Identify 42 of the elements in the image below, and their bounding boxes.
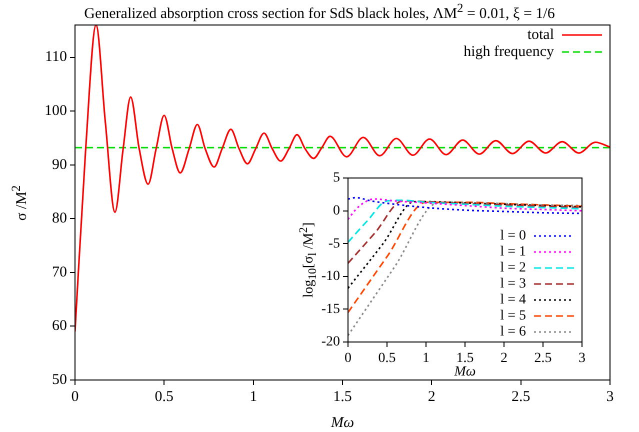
x-tick-label: 3 xyxy=(606,388,614,405)
x-axis-title: Mω xyxy=(453,364,476,380)
y-tick-label: 110 xyxy=(45,49,67,66)
x-tick-label: 1 xyxy=(250,388,258,405)
x-tick-label: 3 xyxy=(578,351,586,366)
y-tick-label: 70 xyxy=(52,264,67,280)
y-tick-label: 100 xyxy=(44,103,67,119)
x-tick-label: 0 xyxy=(71,388,79,405)
legend-label: l = 2 xyxy=(500,260,526,276)
x-tick-label: 1 xyxy=(422,351,430,366)
x-tick-label: 0.5 xyxy=(378,351,396,366)
y-tick-label: 0 xyxy=(333,203,340,218)
legend-label: l = 5 xyxy=(500,308,526,324)
line-series xyxy=(348,196,582,214)
line-series xyxy=(348,201,582,336)
x-tick-label: 1.5 xyxy=(333,388,352,405)
x-axis-title: Mω xyxy=(330,414,354,431)
x-tick-label: 2 xyxy=(428,388,436,405)
y-tick-label: -20 xyxy=(321,334,340,350)
legend-label: l = 4 xyxy=(500,292,526,308)
x-tick-label: 0 xyxy=(344,351,352,366)
legend-label: l = 3 xyxy=(500,276,526,292)
y-tick-label: 60 xyxy=(52,318,67,334)
legend-label: l = 0 xyxy=(500,228,526,244)
legend-label: l = 1 xyxy=(500,244,526,260)
legend-label: high frequency xyxy=(464,44,554,60)
y-tick-label: 50 xyxy=(52,372,67,388)
chart-title: Generalized absorption cross section for SdS black holes, ΛM$^{2}$ = 0.01, ξ = 1/6 xyxy=(83,1,556,23)
y-tick-label: 90 xyxy=(52,156,67,173)
line-series xyxy=(348,198,582,220)
y-tick-label: 80 xyxy=(52,210,67,227)
x-tick-label: 1.5 xyxy=(456,351,474,366)
legend-label: l = 6 xyxy=(500,324,526,340)
x-tick-label: 2 xyxy=(500,351,508,366)
y-tick-label: -5 xyxy=(328,236,340,252)
x-tick-label: 2.5 xyxy=(511,388,530,405)
x-tick-label: 0.5 xyxy=(154,388,174,405)
y-tick-label: -15 xyxy=(321,302,340,317)
legend-label: total xyxy=(527,26,554,43)
x-tick-label: 2.5 xyxy=(534,351,552,366)
y-tick-label: -10 xyxy=(321,269,340,284)
y-tick-label: 5 xyxy=(333,170,340,186)
